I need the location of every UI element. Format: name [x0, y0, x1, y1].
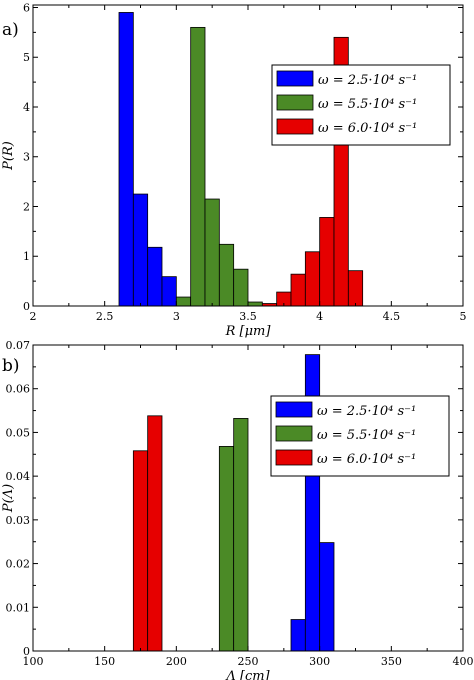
x-tick-label: 400 — [453, 655, 474, 668]
legend-swatch — [276, 70, 314, 87]
x-tick-label: 300 — [309, 655, 330, 668]
chart-panel-2: 100 150 200 250 300 350 400 0 0.01 0.02 0.03 0.04 0.… — [1, 339, 474, 680]
bar-series3-0 — [132, 450, 149, 652]
bar-series2-0 — [218, 446, 235, 652]
legend-entry: ω = 6.0·10⁴ s⁻¹ — [317, 452, 416, 467]
bar-series1-1 — [132, 193, 149, 307]
panel-label: a) — [2, 20, 19, 40]
bar-series2-0 — [175, 296, 192, 307]
y-axis-label: P(Λ) — [1, 484, 16, 513]
bar-series1-2 — [147, 246, 163, 307]
legend-swatch — [275, 401, 313, 418]
x-tick-label: 150 — [94, 655, 115, 668]
y-tick-label: 3 — [23, 151, 30, 164]
legend-entry: ω = 5.5·10⁴ s⁻¹ — [317, 428, 416, 443]
bar-series3-4 — [319, 217, 335, 307]
legend-swatch — [276, 94, 314, 111]
bar-series2-4 — [233, 268, 249, 307]
panel-label: b) — [2, 356, 20, 376]
y-tick-label: 0.04 — [6, 470, 31, 483]
bar-series2-5 — [247, 301, 263, 307]
bar-series3-6 — [347, 270, 364, 307]
x-tick-label: 4 — [316, 310, 323, 323]
y-axis-label: P(R) — [1, 141, 16, 171]
x-axis-label: Λ [cm] — [225, 669, 270, 680]
y-tick-label: 0.07 — [6, 339, 31, 352]
y-tick-label: 2 — [23, 200, 30, 213]
chart-panel-1: 2 2.5 3 3.5 4 4.5 5 0 1 2 3 4 5 6 R [μm] P(R) a) ω = 2.5·… — [1, 1, 467, 339]
y-tick-label: 0 — [23, 645, 30, 658]
x-tick-label: 350 — [381, 655, 402, 668]
y-tick-label: 0.02 — [6, 558, 31, 571]
legend-entry: ω = 2.5·10⁴ s⁻¹ — [317, 404, 416, 419]
bar-series1-0 — [118, 12, 134, 307]
legend-entry: ω = 6.0·10⁴ s⁻¹ — [318, 121, 417, 136]
y-tick-label: 0.06 — [6, 383, 31, 396]
bar-series2-2 — [204, 198, 220, 307]
legend-entry: ω = 2.5·10⁴ s⁻¹ — [318, 73, 417, 88]
bar-series2-3 — [218, 243, 235, 307]
bar-series1-0 — [290, 619, 306, 652]
bar-series2-1 — [233, 418, 249, 652]
bar-series1-3 — [161, 276, 177, 307]
bar-series1-2 — [319, 542, 335, 652]
x-tick-label: 250 — [238, 655, 259, 668]
y-tick-label: 0 — [23, 300, 30, 313]
plot-frame — [32, 4, 464, 307]
legend-swatch — [275, 449, 313, 466]
x-tick-label: 2.5 — [96, 310, 114, 323]
x-tick-label: 2 — [30, 310, 37, 323]
legend-swatch — [275, 425, 313, 442]
x-tick-label: 200 — [166, 655, 187, 668]
bar-series3-3 — [304, 251, 321, 307]
x-tick-label: 3.5 — [239, 310, 257, 323]
bar-series3-2 — [290, 273, 306, 307]
y-tick-label: 0.03 — [6, 514, 31, 527]
x-tick-label: 4.5 — [383, 310, 401, 323]
y-tick-label: 1 — [23, 250, 30, 263]
x-axis-label: R [μm] — [225, 324, 272, 339]
bar-series3-1 — [147, 415, 163, 652]
y-tick-label: 5 — [23, 51, 30, 64]
x-tick-label: 100 — [23, 655, 44, 668]
legend-swatch — [276, 118, 314, 135]
y-tick-label: 6 — [23, 1, 30, 14]
y-tick-label: 4 — [23, 101, 30, 114]
x-tick-label: 3 — [173, 310, 180, 323]
bar-series2-1 — [190, 26, 206, 307]
y-tick-label: 0.01 — [6, 601, 31, 614]
y-tick-label: 0.05 — [6, 426, 31, 439]
legend-entry: ω = 5.5·10⁴ s⁻¹ — [318, 97, 417, 112]
x-tick-label: 5 — [460, 310, 467, 323]
